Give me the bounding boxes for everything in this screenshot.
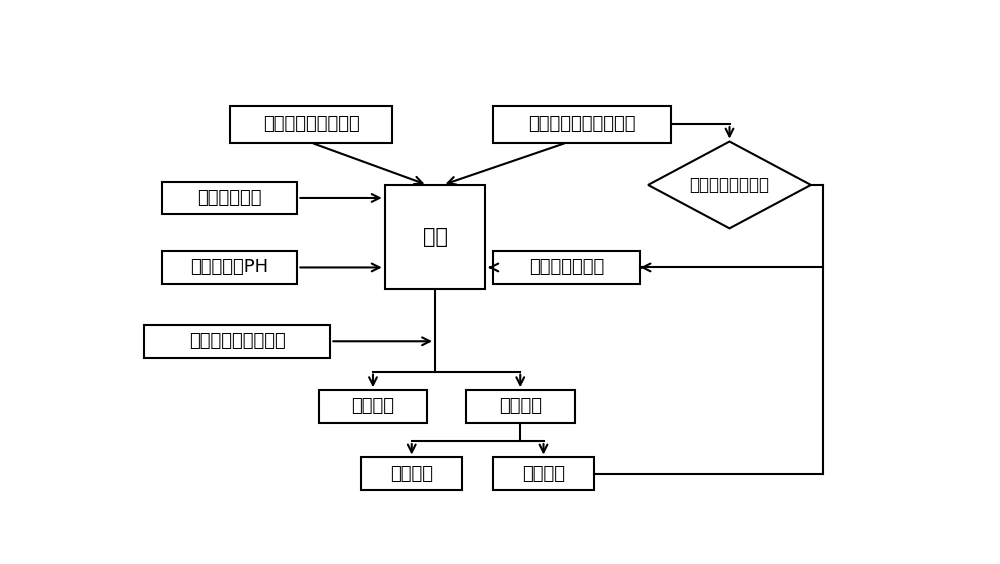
Text: 根据效果决定可否: 根据效果决定可否 [690, 176, 770, 194]
Text: 处理排放: 处理排放 [390, 465, 433, 483]
FancyBboxPatch shape [144, 325, 330, 358]
Text: 重氮盐溶液或悬浮液: 重氮盐溶液或悬浮液 [263, 115, 359, 133]
Text: 冷却控制温度: 冷却控制温度 [197, 189, 262, 207]
Text: 偶合: 偶合 [422, 227, 448, 247]
Text: 部份母液: 部份母液 [522, 465, 565, 483]
FancyBboxPatch shape [466, 390, 574, 422]
FancyBboxPatch shape [493, 457, 594, 490]
FancyBboxPatch shape [319, 390, 427, 422]
FancyBboxPatch shape [162, 251, 297, 284]
FancyBboxPatch shape [361, 457, 462, 490]
FancyBboxPatch shape [493, 105, 671, 143]
Text: 加入调整流动性: 加入调整流动性 [529, 258, 604, 276]
Text: 盐析压滤等步骤分离: 盐析压滤等步骤分离 [189, 332, 286, 350]
Text: 溶解或打浆的偶合组份: 溶解或打浆的偶合组份 [528, 115, 636, 133]
Text: 染料滤饼: 染料滤饼 [352, 398, 394, 416]
FancyBboxPatch shape [230, 105, 392, 143]
FancyBboxPatch shape [162, 182, 297, 214]
Text: 母液废水: 母液废水 [499, 398, 542, 416]
Text: 酸或碱调整PH: 酸或碱调整PH [191, 258, 269, 276]
FancyBboxPatch shape [385, 185, 485, 289]
FancyBboxPatch shape [493, 251, 640, 284]
Polygon shape [648, 142, 811, 228]
